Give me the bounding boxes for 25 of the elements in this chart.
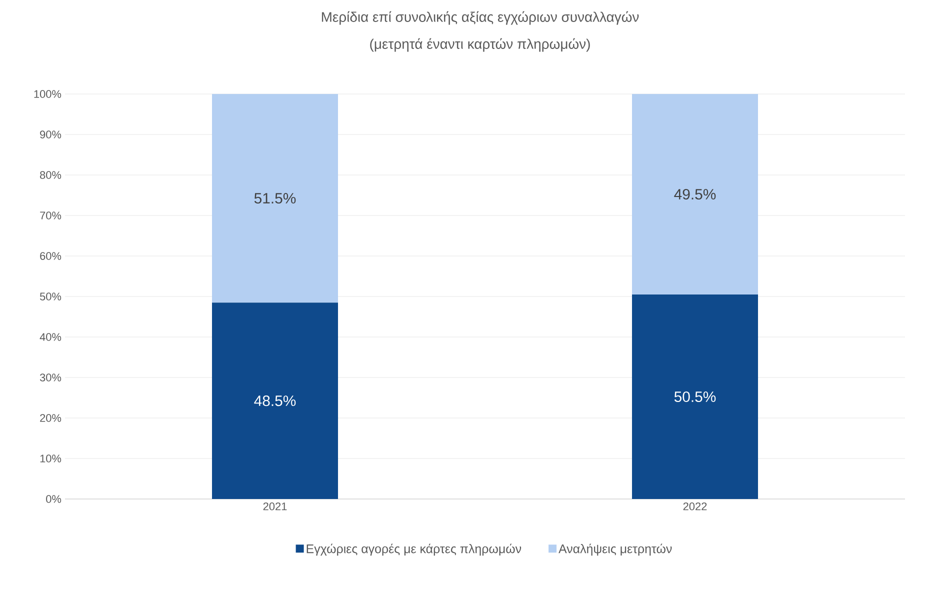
legend-label: Αναλήψεις μετρητών bbox=[558, 544, 672, 556]
bar bbox=[212, 94, 338, 303]
y-tick-label: 10% bbox=[40, 454, 62, 462]
y-tick-label: 60% bbox=[40, 252, 62, 260]
bar bbox=[212, 302, 338, 499]
chart-title: Μερίδια επί συνολικής αξίας εγχώριων συναλλαγών bbox=[322, 11, 639, 25]
y-tick-label: 70% bbox=[40, 212, 62, 220]
y-tick-label: 90% bbox=[40, 130, 62, 138]
chart-subtitle: (μετρητά έναντι καρτών πληρωμών) bbox=[370, 38, 590, 52]
legend-label: Εγχώριες αγορές με κάρτες πληρωμών bbox=[306, 544, 522, 556]
y-tick-label: 0% bbox=[46, 495, 62, 503]
data-label: 50.5% bbox=[674, 391, 716, 402]
y-tick-label: 20% bbox=[40, 414, 62, 422]
y-tick-label: 50% bbox=[40, 292, 62, 300]
bar bbox=[632, 294, 758, 499]
data-label: 49.5% bbox=[674, 188, 716, 200]
y-tick-label: 40% bbox=[40, 333, 62, 341]
y-tick-label: 30% bbox=[40, 374, 62, 382]
y-tick-label: 80% bbox=[40, 171, 62, 179]
data-label: 51.5% bbox=[254, 193, 296, 204]
y-tick-label: 100% bbox=[34, 90, 62, 98]
x-tick-label: 2022 bbox=[683, 502, 707, 510]
x-tick-label: 2021 bbox=[263, 502, 287, 510]
data-label: 48.5% bbox=[254, 395, 296, 406]
bar bbox=[632, 94, 758, 294]
